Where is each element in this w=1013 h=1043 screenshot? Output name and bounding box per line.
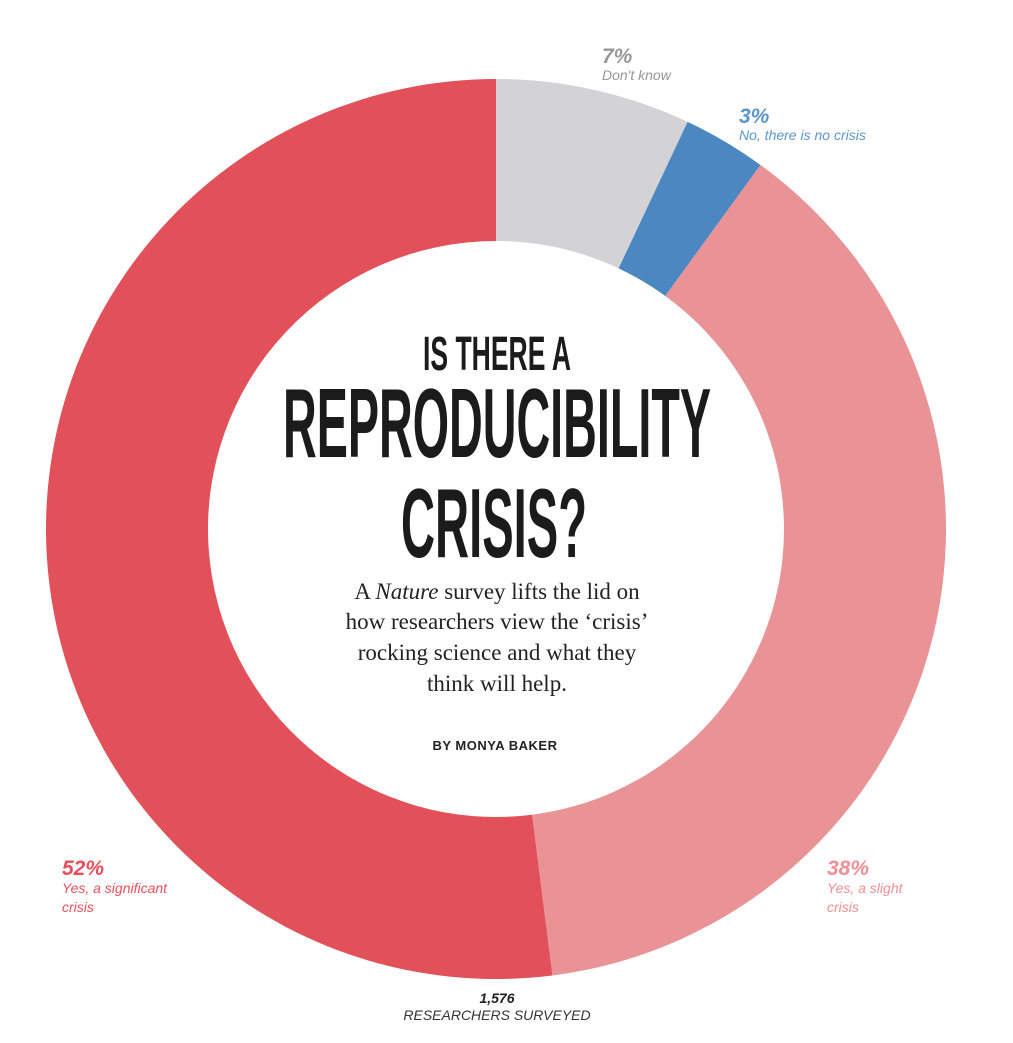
donut-slice-3 (46, 79, 553, 979)
slice-label-no-crisis: No, there is no crisis (739, 127, 866, 143)
slice-label-significant-crisis-line1: Yes, a significant (62, 880, 168, 896)
total-count: 1,576 (479, 990, 514, 1006)
standfirst-line1: A Nature survey lifts the lid on (354, 579, 640, 604)
standfirst-line3: rocking science and what they (358, 640, 637, 665)
slice-label-slight-crisis-line2: crisis (827, 899, 859, 915)
slice-pct-slight-crisis: 38% (827, 857, 869, 880)
slice-pct-significant-crisis: 52% (62, 857, 104, 880)
slice-pct-no-crisis: 3% (739, 105, 770, 128)
standfirst-line4: think will help. (427, 671, 567, 696)
donut-slice-0 (496, 79, 688, 269)
headline-line2: REPRODUCIBILITY (283, 368, 711, 478)
slice-label-significant-crisis-line2: crisis (62, 899, 94, 915)
donut-slice-1 (618, 121, 761, 297)
standfirst-nature: Nature (374, 579, 438, 604)
donut-slices (46, 79, 946, 979)
slice-pct-dont-know: 7% (602, 45, 633, 68)
total-label: RESEARCHERS SURVEYED (403, 1007, 590, 1023)
standfirst-suffix: survey lifts the lid on (438, 579, 640, 604)
standfirst-line2: how researchers view the ‘crisis’ (346, 609, 649, 634)
slice-label-slight-crisis-line1: Yes, a slight (827, 880, 904, 896)
slice-label-dont-know: Don't know (602, 67, 672, 83)
byline: BY MONYA BAKER (433, 738, 558, 753)
headline-line1: IS THERE A (423, 328, 571, 381)
donut-slice-2 (532, 164, 946, 976)
headline-line3: CRISIS? (401, 468, 587, 578)
standfirst-prefix: A (354, 579, 375, 604)
